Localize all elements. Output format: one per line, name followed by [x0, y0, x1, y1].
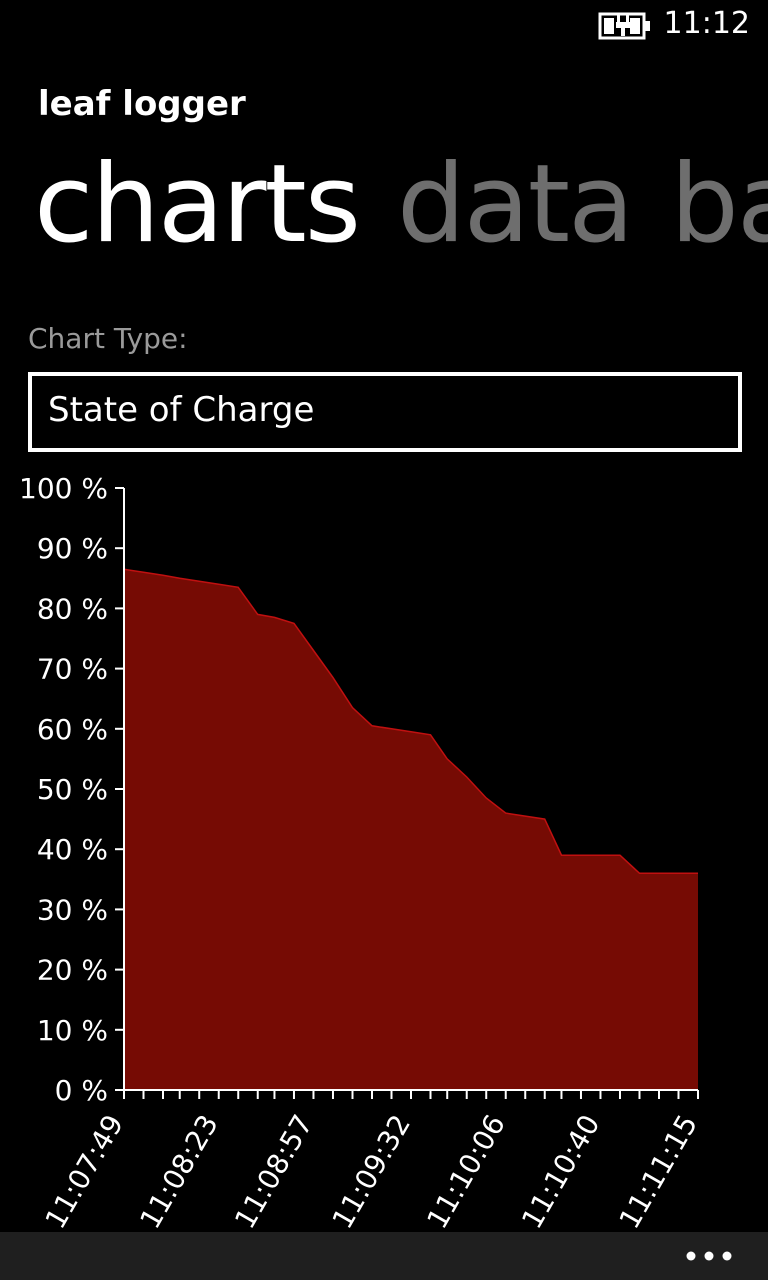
chart-type-value: State of Charge — [48, 390, 315, 430]
x-tick-label-1: 11:08:23 — [133, 1109, 224, 1234]
y-tick-label-0: 0 % — [55, 1074, 108, 1107]
soc-line — [123, 568, 698, 875]
x-tick-label-6: 11:11:15 — [613, 1109, 704, 1234]
app-bar — [0, 1232, 768, 1280]
y-tick-label-6: 60 % — [37, 713, 108, 746]
y-tick-label-7: 70 % — [37, 653, 108, 686]
more-ellipsis-icon[interactable] — [684, 1246, 734, 1266]
pivot-item-data[interactable]: data — [397, 142, 634, 267]
clock: 11:12 — [663, 6, 750, 41]
y-tick-label-8: 80 % — [37, 592, 108, 625]
y-tick-label-4: 40 % — [37, 833, 108, 866]
x-tick-label-4: 11:10:06 — [420, 1109, 511, 1234]
y-tick-label-5: 50 % — [37, 773, 108, 806]
y-tick-label-3: 30 % — [37, 893, 108, 926]
y-tick-label-2: 20 % — [37, 954, 108, 987]
x-tick-label-2: 11:08:57 — [228, 1109, 319, 1234]
pivot-item-charts[interactable]: charts — [34, 142, 361, 267]
soc-area — [124, 569, 698, 1090]
x-tick-label-5: 11:10:40 — [515, 1109, 606, 1234]
x-tick-label-3: 11:09:32 — [326, 1109, 417, 1234]
y-tick-label-1: 10 % — [37, 1014, 108, 1047]
status-bar: 11:12 — [0, 0, 768, 50]
chart-type-label: Chart Type: — [28, 322, 188, 355]
pivot-header: charts data battery — [34, 140, 768, 270]
pivot-item-battery[interactable]: battery — [670, 142, 768, 267]
y-tick-label-10: 100 % — [19, 472, 108, 505]
x-tick-label-0: 11:07:49 — [39, 1109, 130, 1234]
y-tick-label-9: 90 % — [37, 532, 108, 565]
chart-type-select[interactable]: State of Charge — [28, 372, 742, 452]
soc-area-chart: 0 % 10 % 20 % 30 % 40 % 50 % 60 % 70 % 80 % 90 % 1… — [19, 472, 704, 1234]
app-title: leaf logger — [38, 84, 246, 124]
battery-charging-icon — [598, 12, 650, 40]
